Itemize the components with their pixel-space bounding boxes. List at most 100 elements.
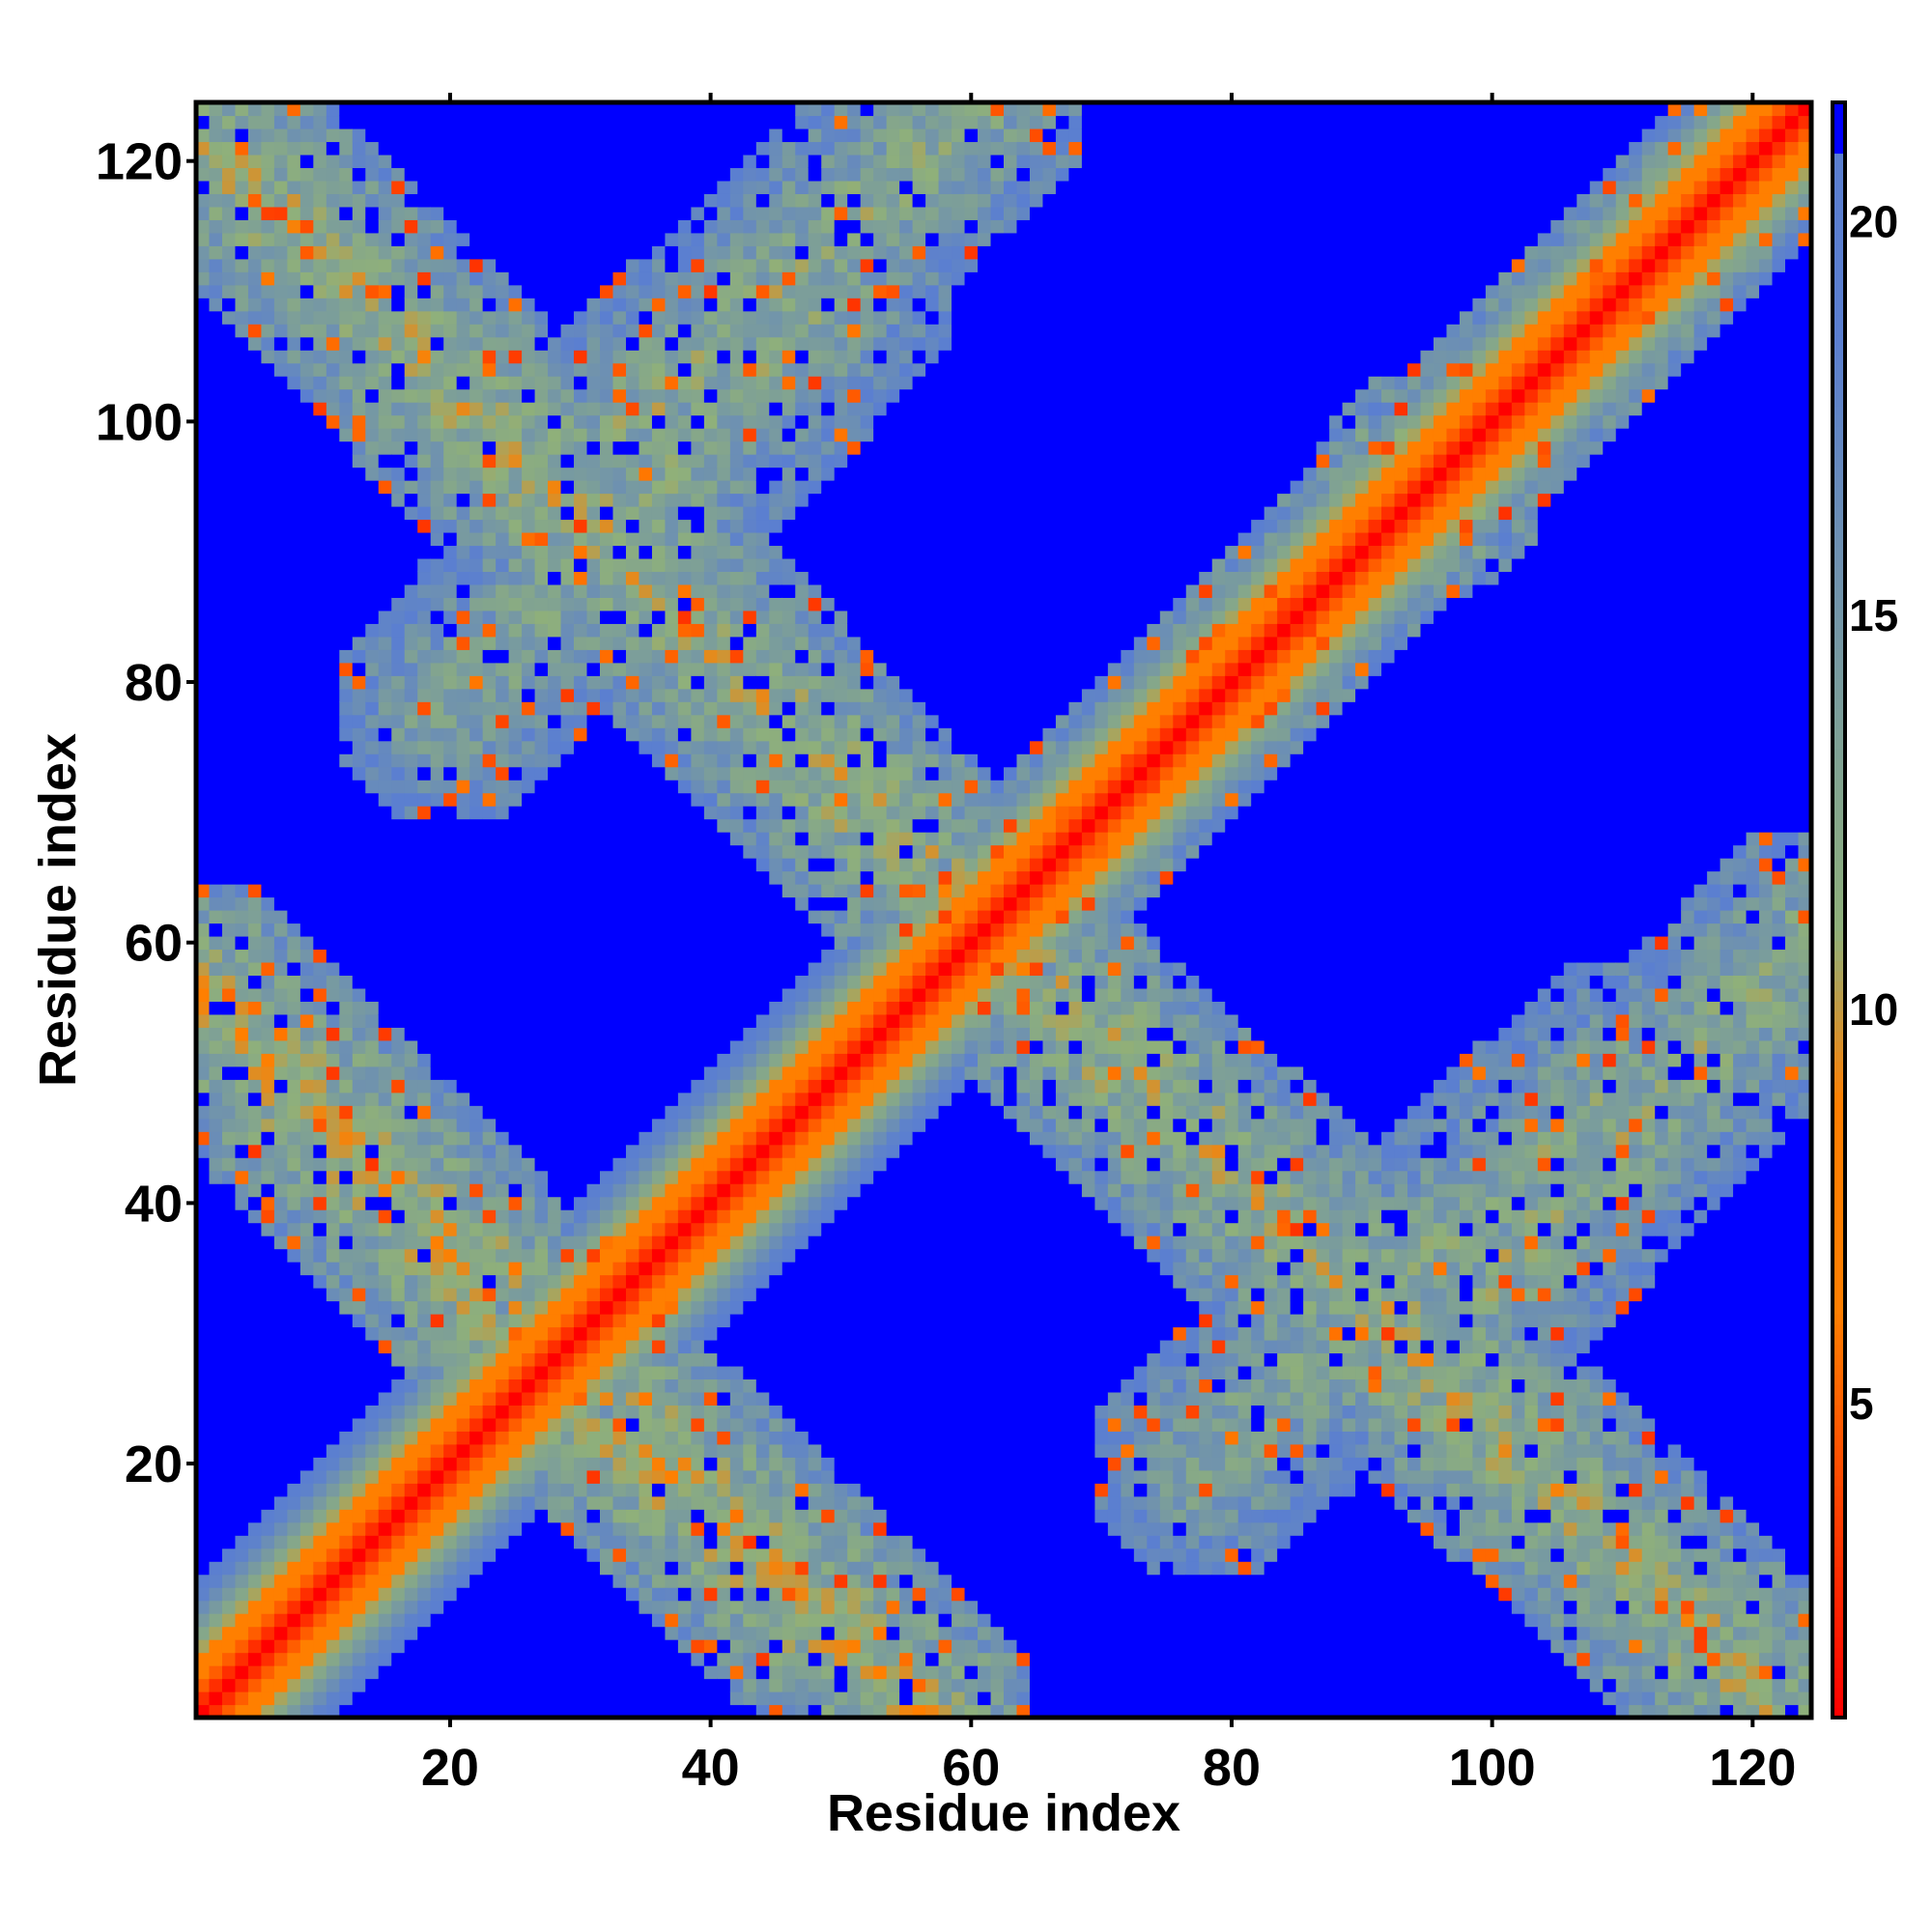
- heatmap-cell: [469, 1652, 484, 1666]
- heatmap-cell: [534, 1274, 549, 1289]
- heatmap-cell: [651, 1352, 667, 1367]
- heatmap-cell: [430, 975, 444, 989]
- heatmap-cell: [600, 310, 614, 325]
- heatmap-cell: [691, 1469, 705, 1484]
- heatmap-cell: [235, 1079, 249, 1094]
- heatmap-cell: [404, 923, 418, 937]
- heatmap-cell: [235, 1704, 249, 1719]
- heatmap-cell: [209, 1170, 223, 1184]
- heatmap-cell: [299, 844, 314, 859]
- heatmap-cell: [430, 1495, 444, 1510]
- heatmap-cell: [235, 115, 249, 129]
- heatmap-cell: [196, 1352, 211, 1367]
- heatmap-cell: [496, 506, 510, 521]
- heatmap-cell: [443, 1600, 458, 1614]
- heatmap-cell: [326, 1626, 340, 1640]
- heatmap-cell: [677, 1013, 692, 1028]
- heatmap-cell: [287, 780, 301, 794]
- heatmap-cell: [443, 1483, 458, 1497]
- heatmap-cell: [430, 1704, 444, 1719]
- heatmap-cell: [703, 949, 718, 963]
- heatmap-cell: [365, 987, 380, 1002]
- heatmap-cell: [196, 896, 211, 911]
- heatmap-cell: [365, 896, 380, 911]
- heatmap-cell: [651, 1001, 667, 1015]
- heatmap-cell: [482, 1626, 497, 1640]
- heatmap-cell: [299, 753, 314, 768]
- heatmap-cell: [456, 1548, 470, 1562]
- heatmap-cell: [235, 219, 249, 234]
- heatmap-cell: [299, 1013, 314, 1028]
- heatmap-cell: [247, 1222, 263, 1236]
- heatmap-cell: [677, 1262, 692, 1276]
- heatmap-cell: [522, 402, 536, 416]
- heatmap-cell: [299, 454, 314, 469]
- heatmap-cell: [691, 610, 705, 624]
- heatmap-cell: [430, 1092, 444, 1106]
- heatmap-cell: [586, 219, 601, 234]
- heatmap-cell: [651, 636, 667, 650]
- heatmap-cell: [430, 414, 444, 429]
- heatmap-cell: [651, 701, 667, 716]
- heatmap-cell: [287, 454, 301, 469]
- heatmap-cell: [469, 1001, 484, 1015]
- heatmap-cell: [221, 1001, 237, 1015]
- heatmap-cell: [703, 832, 718, 846]
- heatmap-cell: [665, 1561, 679, 1576]
- heatmap-cell: [691, 1509, 705, 1523]
- heatmap-cell: [221, 1600, 237, 1614]
- heatmap-cell: [339, 219, 354, 234]
- heatmap-cell: [430, 1314, 444, 1328]
- heatmap-cell: [639, 1274, 653, 1289]
- heatmap-cell: [273, 1469, 288, 1484]
- heatmap-cell: [560, 1665, 575, 1680]
- heatmap-cell: [417, 1144, 432, 1158]
- heatmap-cell: [482, 688, 497, 702]
- heatmap-cell: [586, 1548, 601, 1562]
- heatmap-cell: [456, 1027, 470, 1041]
- heatmap-cell: [665, 545, 679, 559]
- heatmap-cell: [209, 1704, 223, 1719]
- heatmap-cell: [612, 557, 627, 573]
- heatmap-cell: [352, 506, 366, 521]
- heatmap-cell: [221, 545, 237, 559]
- heatmap-cell: [391, 1574, 406, 1588]
- heatmap-cell: [560, 102, 575, 117]
- heatmap-cell: [443, 1144, 458, 1158]
- heatmap-cell: [625, 610, 640, 624]
- heatmap-cell: [221, 623, 237, 638]
- heatmap-cell: [313, 467, 327, 481]
- heatmap-cell: [261, 1417, 275, 1432]
- heatmap-cell: [651, 1339, 667, 1354]
- heatmap-cell: [209, 284, 223, 298]
- heatmap-cell: [600, 714, 614, 728]
- heatmap-cell: [574, 949, 588, 963]
- heatmap-cell: [612, 923, 627, 937]
- heatmap-cell: [586, 284, 601, 298]
- heatmap-cell: [247, 115, 263, 129]
- heatmap-cell: [339, 506, 354, 521]
- heatmap-cell: [196, 1600, 211, 1614]
- heatmap-cell: [508, 1118, 523, 1132]
- heatmap-cell: [287, 844, 301, 859]
- heatmap-cell: [339, 115, 354, 129]
- heatmap-cell: [600, 1339, 614, 1354]
- heatmap-cell: [574, 1561, 588, 1576]
- heatmap-cell: [313, 832, 327, 846]
- heatmap-cell: [261, 1352, 275, 1367]
- heatmap-cell: [522, 714, 536, 728]
- heatmap-cell: [326, 167, 340, 182]
- heatmap-cell: [443, 949, 458, 963]
- heatmap-cell: [534, 870, 549, 885]
- heatmap-cell: [522, 623, 536, 638]
- heatmap-cell: [560, 806, 575, 820]
- heatmap-cell: [508, 987, 523, 1002]
- heatmap-cell: [299, 806, 314, 820]
- heatmap-cell: [612, 571, 627, 585]
- heatmap-cell: [196, 167, 211, 182]
- heatmap-cell: [430, 896, 444, 911]
- heatmap-cell: [261, 480, 275, 495]
- heatmap-cell: [548, 1691, 562, 1706]
- heatmap-cell: [586, 766, 601, 781]
- heatmap-cell: [261, 1144, 275, 1158]
